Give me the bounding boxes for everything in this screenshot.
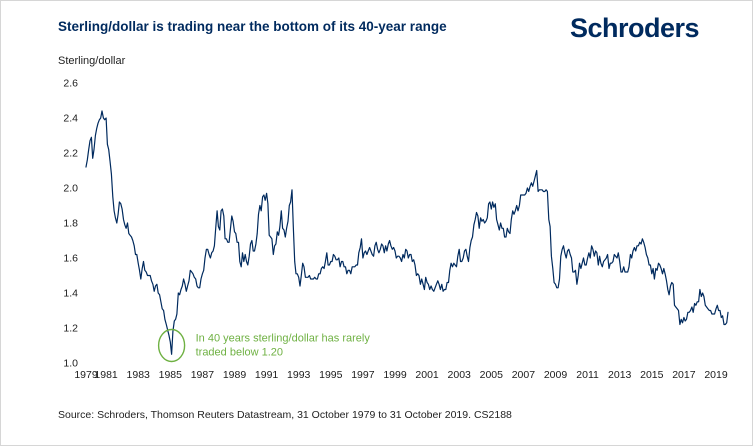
x-tick-label: 2007: [512, 369, 536, 381]
x-tick-label: 1983: [127, 369, 151, 381]
x-tick-label: 2003: [448, 369, 472, 381]
y-tick-label: 1.0: [63, 358, 78, 370]
source-note: Source: Schroders, Thomson Reuters Datas…: [58, 409, 512, 421]
y-tick-label: 1.8: [63, 218, 78, 230]
x-tick-label: 1991: [255, 369, 279, 381]
y-axis-unit-label: Sterling/dollar: [58, 55, 126, 67]
x-tick-label: 1995: [319, 369, 343, 381]
chart-title: Sterling/dollar is trading near the bott…: [58, 19, 447, 34]
annotation-text: In 40 years sterling/dollar has rarely: [196, 333, 371, 345]
x-tick-label: 1985: [159, 369, 183, 381]
x-tick-label: 1989: [223, 369, 247, 381]
x-tick-label: 2009: [544, 369, 568, 381]
y-tick-label: 2.2: [63, 148, 78, 160]
x-tick-label: 1979: [74, 369, 98, 381]
brand-logo: Schroders: [569, 13, 700, 43]
x-tick-label: 1999: [383, 369, 407, 381]
y-tick-label: 1.2: [63, 323, 78, 335]
x-tick-label: 2019: [704, 369, 728, 381]
y-tick-label: 2.4: [63, 113, 78, 125]
x-tick-label: 1981: [94, 369, 118, 381]
x-tick-label: 2015: [640, 369, 664, 381]
annotation-text: traded below 1.20: [196, 347, 283, 359]
y-tick-label: 2.0: [63, 183, 78, 195]
x-tick-label: 2011: [576, 369, 599, 381]
x-tick-label: 2005: [480, 369, 504, 381]
y-tick-label: 1.4: [63, 288, 78, 300]
y-tick-label: 1.6: [63, 253, 78, 265]
annotation-circle: [157, 328, 186, 363]
x-tick-label: 2017: [672, 369, 696, 381]
y-tick-label: 2.6: [63, 78, 78, 90]
x-tick-label: 1987: [191, 369, 215, 381]
x-tick-label: 1997: [351, 369, 375, 381]
x-tick-label: 1993: [287, 369, 311, 381]
x-tick-label: 2013: [608, 369, 632, 381]
exchange-rate-line: [85, 110, 729, 355]
x-tick-label: 2001: [415, 369, 439, 381]
